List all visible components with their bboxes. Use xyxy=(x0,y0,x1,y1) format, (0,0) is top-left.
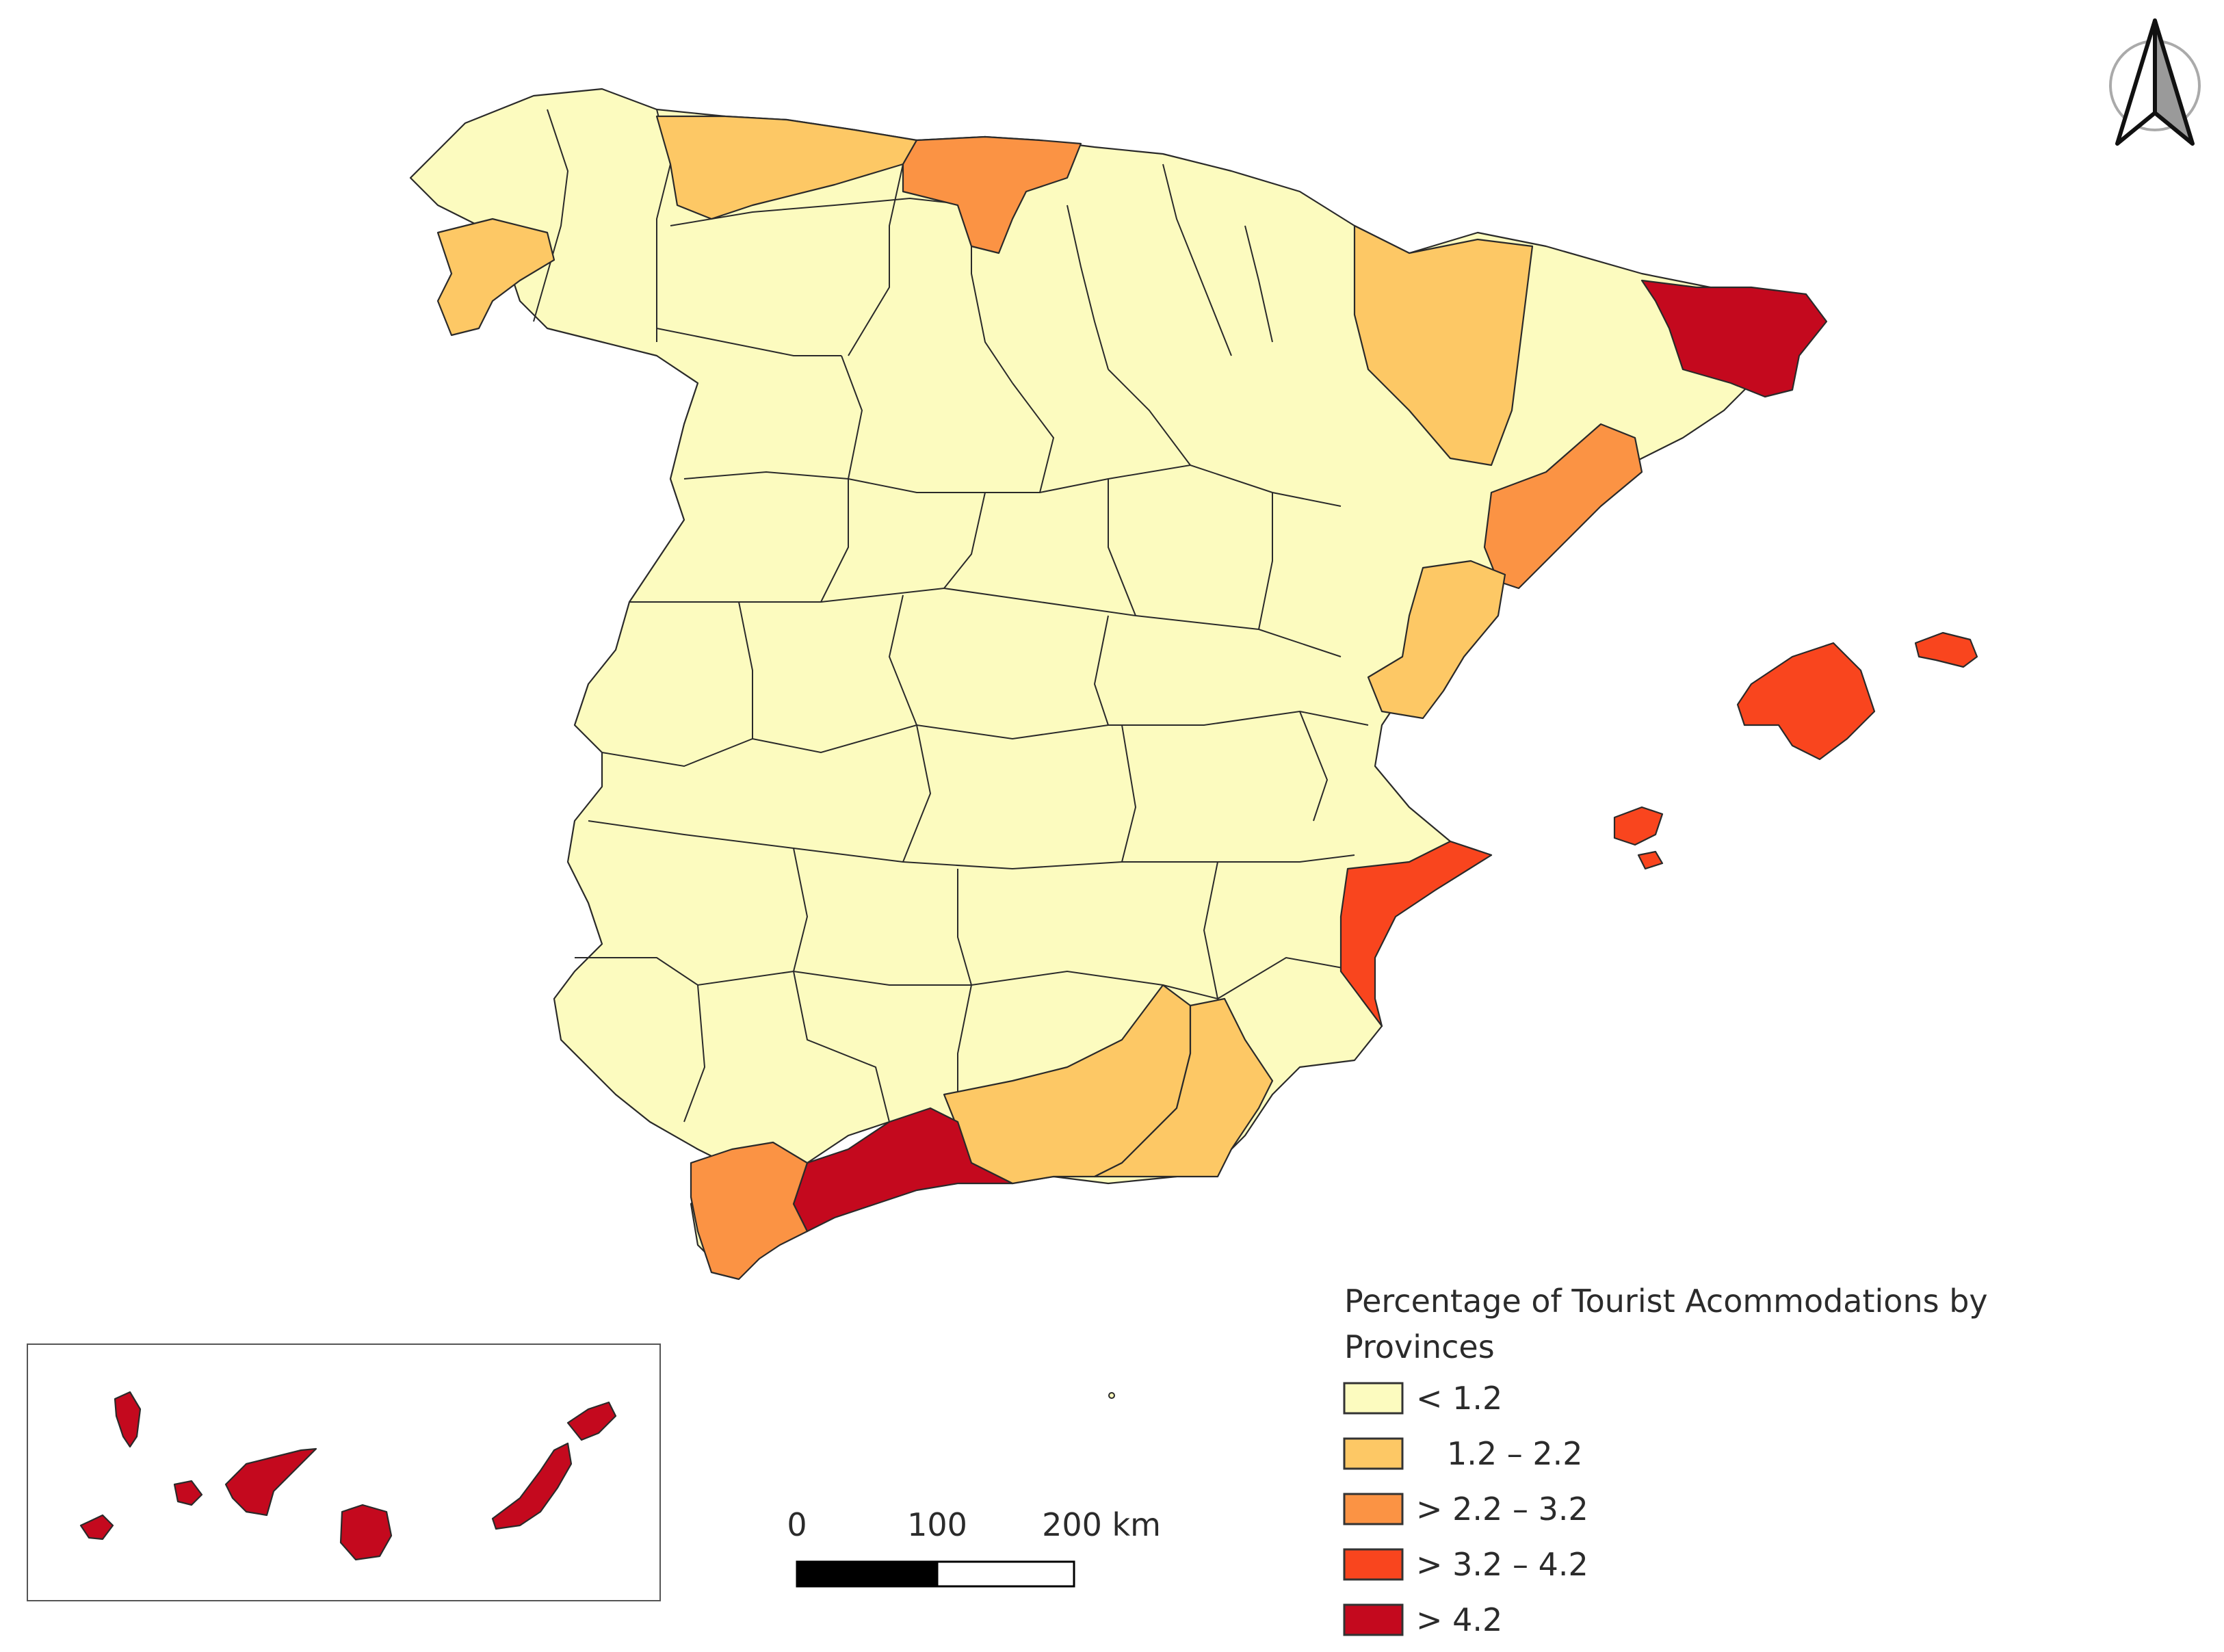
scale-bar: 0 100 200 km xyxy=(787,1506,1161,1588)
province-alicante xyxy=(1339,840,1493,1027)
legend-label-class-1: < 1.2 xyxy=(1416,1380,1502,1417)
scale-label-200: 200 km xyxy=(1042,1506,1161,1543)
canary-islands-inset xyxy=(27,1343,661,1601)
legend-label-class-2: 1.2 – 2.2 xyxy=(1447,1435,1583,1472)
province-cadiz xyxy=(690,1141,809,1281)
province-almeria xyxy=(1093,997,1274,1178)
province-borders xyxy=(533,109,1369,1164)
island-ibiza xyxy=(1613,806,1664,846)
island-fuerteventura xyxy=(491,1442,573,1530)
island-mallorca xyxy=(1736,642,1876,761)
province-castellon xyxy=(1367,560,1506,720)
legend-swatch-class-5 xyxy=(1343,1603,1404,1636)
legend-swatch-class-3 xyxy=(1343,1493,1404,1525)
north-arrow-icon xyxy=(2109,18,2201,146)
legend: Percentage of Tourist Acommodations by P… xyxy=(1343,1283,1988,1638)
legend-swatch-class-4 xyxy=(1343,1548,1404,1581)
scale-label-0: 0 xyxy=(787,1506,807,1543)
highlighted-provinces xyxy=(436,115,1828,1281)
island-lanzarote xyxy=(566,1401,617,1441)
scale-label-100: 100 xyxy=(907,1506,967,1543)
legend-title-line1: Percentage of Tourist Acommodations by xyxy=(1344,1283,1988,1320)
legend-label-class-3: > 2.2 – 3.2 xyxy=(1416,1491,1588,1528)
province-asturias xyxy=(655,115,918,220)
province-girona xyxy=(1640,279,1828,398)
island-gran-canaria xyxy=(339,1504,393,1561)
island-la-palma xyxy=(114,1391,142,1448)
legend-swatch-class-2 xyxy=(1343,1437,1404,1470)
legend-title-line2: Provinces xyxy=(1344,1328,1495,1365)
province-malaga xyxy=(792,1107,1014,1233)
province-cantabria xyxy=(902,135,1082,254)
scale-bar-white-segment xyxy=(936,1560,1075,1588)
legend-label-class-5: > 4.2 xyxy=(1416,1601,1502,1638)
province-pontevedra xyxy=(436,218,555,337)
legend-label-class-4: > 3.2 – 4.2 xyxy=(1416,1546,1588,1583)
balearic-islands xyxy=(1613,631,1978,870)
island-formentera xyxy=(1637,850,1664,870)
islet xyxy=(1108,1392,1115,1399)
scale-bar-black-segment xyxy=(796,1560,939,1588)
island-la-gomera xyxy=(173,1480,203,1506)
province-huesca xyxy=(1353,224,1534,467)
legend-swatch-class-1 xyxy=(1343,1382,1404,1415)
island-menorca xyxy=(1914,631,1978,668)
island-el-hierro xyxy=(79,1514,114,1540)
island-tenerife xyxy=(224,1447,317,1517)
